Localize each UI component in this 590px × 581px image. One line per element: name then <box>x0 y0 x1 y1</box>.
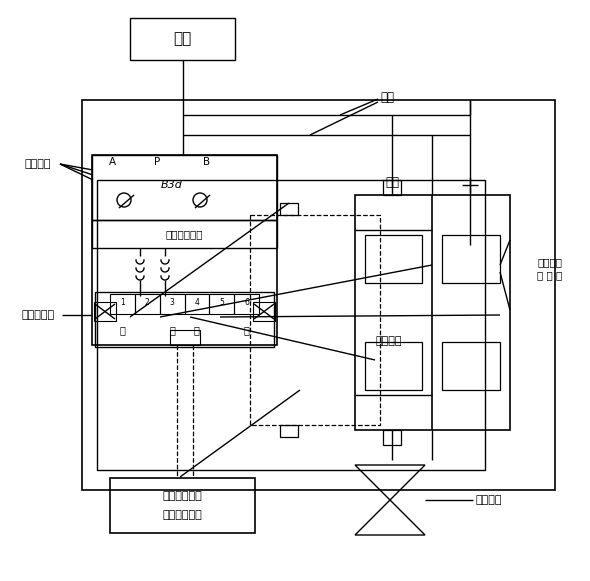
Text: 防爆阀位: 防爆阀位 <box>537 257 562 267</box>
Text: 关: 关 <box>244 325 250 335</box>
Text: B: B <box>204 157 211 167</box>
Text: 2: 2 <box>145 297 150 307</box>
Text: 电磁气阀线圈: 电磁气阀线圈 <box>166 229 203 239</box>
Text: 控制信号输出: 控制信号输出 <box>163 491 202 501</box>
Bar <box>250 215 380 425</box>
Bar <box>160 294 185 314</box>
Bar <box>383 180 401 195</box>
Bar <box>280 203 298 215</box>
Text: 回讯信号输入: 回讯信号输入 <box>163 510 202 520</box>
Bar <box>95 292 274 347</box>
Text: 气管: 气管 <box>380 91 394 103</box>
Text: 气源: 气源 <box>173 31 192 46</box>
Bar <box>383 430 401 445</box>
Bar <box>135 294 160 314</box>
Text: 开: 开 <box>169 325 175 335</box>
Bar <box>280 425 298 437</box>
Bar <box>92 155 277 345</box>
Text: 防爆控制笱: 防爆控制笱 <box>21 310 54 320</box>
Bar <box>110 478 255 533</box>
Text: 1: 1 <box>120 297 125 307</box>
Bar <box>94 302 116 321</box>
Bar <box>92 155 277 220</box>
Text: B3d: B3d <box>161 180 183 190</box>
Text: 6: 6 <box>244 297 249 307</box>
Bar <box>130 18 235 60</box>
Bar <box>365 235 422 283</box>
Bar <box>92 220 277 248</box>
Bar <box>82 100 555 490</box>
Text: A: A <box>109 157 116 167</box>
Text: 手控按鈕: 手控按鈕 <box>25 159 51 169</box>
Text: 防爆软管: 防爆软管 <box>375 336 402 346</box>
Text: 开: 开 <box>194 325 200 335</box>
Bar <box>355 195 510 430</box>
Bar <box>442 342 500 390</box>
Bar <box>169 330 199 345</box>
Text: 气缆: 气缆 <box>385 175 399 188</box>
Text: 3: 3 <box>170 297 175 307</box>
Text: P: P <box>154 157 160 167</box>
Bar <box>234 294 259 314</box>
Bar <box>442 235 500 283</box>
Bar <box>365 342 422 390</box>
Bar <box>110 294 135 314</box>
Bar <box>185 294 209 314</box>
Text: 5: 5 <box>219 297 224 307</box>
Text: 气动阀阀: 气动阀阀 <box>475 495 502 505</box>
Text: 关: 关 <box>120 325 125 335</box>
Text: 4: 4 <box>195 297 199 307</box>
Bar <box>209 294 234 314</box>
Text: 回 讯 器: 回 讯 器 <box>537 270 562 280</box>
Bar <box>97 180 485 470</box>
Bar <box>253 302 275 321</box>
